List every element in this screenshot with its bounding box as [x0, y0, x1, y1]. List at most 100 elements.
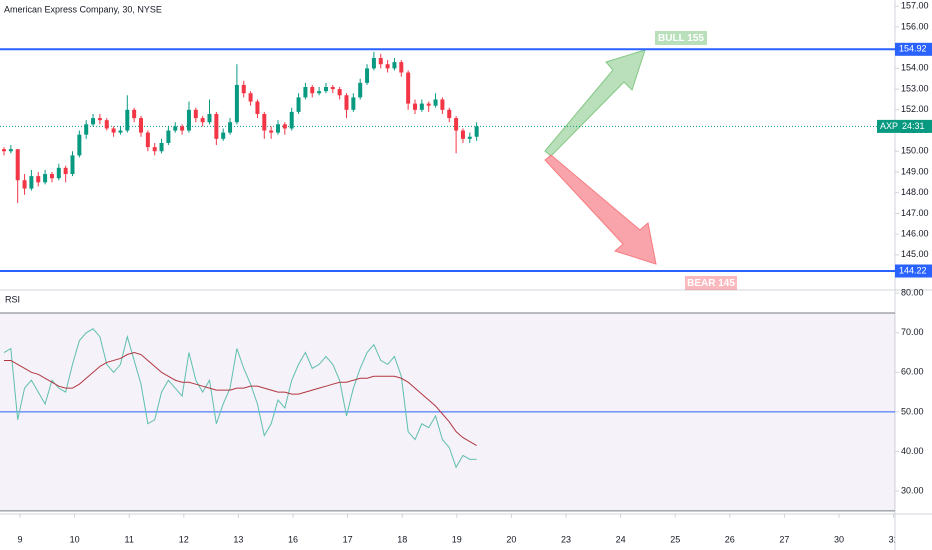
y-tick-label: 30.00	[901, 485, 924, 495]
x-tick-label: 10	[70, 534, 80, 544]
candle-body	[159, 142, 164, 152]
candle-body	[378, 58, 383, 65]
candle-body	[289, 111, 294, 129]
time-axis: 9 10 11 12 13 16 17 18 19 20 23 24 25 26 27 30 31	[17, 514, 899, 544]
candle-body	[214, 113, 219, 139]
candle-body	[365, 68, 370, 83]
x-tick-label: 20	[506, 534, 516, 544]
candle-body	[132, 109, 137, 119]
y-tick-label: 157.00	[901, 1, 929, 11]
x-tick-label: 12	[179, 534, 189, 544]
candle-body	[152, 147, 157, 152]
y-tick-label: 50.00	[901, 406, 924, 416]
candle-body	[474, 126, 479, 137]
last-price-symbol: AXP	[880, 121, 898, 131]
candle-body	[49, 174, 54, 179]
candle-body	[36, 176, 41, 183]
y-tick-label: 146.00	[901, 229, 929, 239]
y-tick-label: 148.00	[901, 187, 929, 197]
candle-body	[77, 134, 82, 156]
level-label: 144.22	[899, 265, 927, 275]
candle-body	[139, 118, 143, 133]
y-tick-label: 147.00	[901, 208, 929, 218]
bull-label-box	[655, 31, 707, 45]
candle-body	[200, 118, 205, 123]
candle-body	[207, 113, 212, 123]
candle-body	[296, 97, 301, 112]
chart-title: American Express Company, 30, NYSE	[4, 4, 162, 14]
candle-body	[84, 124, 89, 135]
candle-body	[413, 103, 417, 110]
last-price-countdown: 24:31	[902, 121, 925, 131]
candle-body	[248, 93, 253, 102]
candle-body	[447, 109, 452, 119]
candle-body	[63, 167, 68, 175]
bear-label: BEAR 145	[687, 278, 735, 289]
candle-body	[166, 130, 171, 143]
candle-body	[440, 99, 445, 110]
y-tick-label: 40.00	[901, 446, 924, 456]
rsi-line	[3, 328, 477, 469]
candle-body	[22, 180, 27, 189]
candle-body	[426, 103, 431, 106]
candle-body	[282, 124, 287, 129]
candle-body	[70, 155, 75, 175]
x-tick-label: 31	[889, 534, 899, 544]
candle-body	[454, 118, 459, 131]
y-tick-label: 145.00	[901, 249, 929, 259]
candle-body	[467, 136, 472, 139]
candle-body	[399, 62, 404, 73]
rsi-title: RSI	[5, 294, 20, 304]
y-tick-label: 154.00	[901, 63, 929, 73]
candle-body	[310, 87, 315, 94]
candle-body	[221, 132, 226, 139]
candle-body	[392, 62, 397, 69]
y-tick-label: 156.00	[901, 21, 929, 31]
candle-body	[180, 126, 185, 131]
candle-body	[15, 149, 20, 181]
x-tick-label: 25	[670, 534, 680, 544]
candle-body	[344, 95, 349, 110]
x-tick-label: 24	[616, 534, 626, 544]
x-tick-label: 23	[561, 534, 571, 544]
bear-arrow	[544, 154, 657, 265]
candle-body	[43, 174, 48, 183]
candle-body	[317, 91, 322, 94]
x-tick-label: 16	[288, 534, 298, 544]
candle-body	[419, 103, 424, 110]
bull-label: BULL 155	[658, 33, 704, 44]
bull-arrow	[544, 49, 646, 157]
candle-body	[241, 84, 246, 94]
x-tick-label: 19	[452, 534, 462, 544]
candle-body	[269, 130, 274, 133]
candle-body	[433, 99, 438, 106]
y-tick-label: 70.00	[901, 327, 924, 337]
y-tick-label: 153.00	[901, 83, 929, 93]
bear-label-box	[685, 276, 737, 290]
candle-body	[276, 124, 280, 133]
candle-body	[303, 87, 308, 98]
candle-body	[193, 109, 198, 119]
level-label: 154.92	[899, 44, 927, 54]
candle-body	[8, 149, 13, 152]
candle-body	[56, 167, 61, 179]
candle-body	[337, 89, 342, 96]
y-tick-label: 80.00	[901, 288, 924, 298]
candle-body	[145, 132, 150, 148]
candle-body	[91, 118, 96, 125]
candle-body	[358, 82, 363, 98]
x-tick-label: 30	[834, 534, 844, 544]
y-tick-label: 150.00	[901, 146, 929, 156]
candle-body	[255, 101, 260, 114]
candle-body	[460, 130, 465, 139]
y-tick-label: 152.00	[901, 104, 929, 114]
last-price-box	[877, 119, 932, 133]
candle-body	[2, 149, 6, 152]
x-tick-label: 9	[17, 534, 22, 544]
candle-body	[323, 87, 328, 92]
level-label-box	[895, 264, 932, 278]
candle-body	[330, 87, 335, 90]
candle-body	[351, 97, 356, 110]
